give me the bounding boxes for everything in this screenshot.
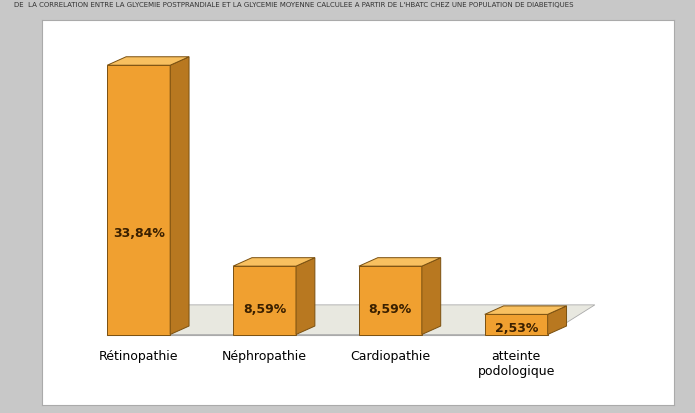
Text: atteinte
podologique: atteinte podologique (477, 349, 555, 377)
Text: 33,84%: 33,84% (113, 226, 165, 239)
Polygon shape (233, 266, 296, 335)
Text: 8,59%: 8,59% (369, 302, 412, 315)
Polygon shape (107, 66, 170, 335)
Polygon shape (484, 315, 548, 335)
Polygon shape (548, 306, 566, 335)
Text: Néphropathie: Néphropathie (222, 349, 307, 362)
Polygon shape (422, 258, 441, 335)
Polygon shape (484, 306, 566, 315)
Text: Rétinopathie: Rétinopathie (99, 349, 179, 362)
Polygon shape (107, 58, 189, 66)
Text: Cardiopathie: Cardiopathie (350, 349, 430, 362)
Text: DE  LA CORRELATION ENTRE LA GLYCEMIE POSTPRANDIALE ET LA GLYCEMIE MOYENNE CALCUL: DE LA CORRELATION ENTRE LA GLYCEMIE POST… (14, 2, 573, 8)
Polygon shape (107, 305, 595, 335)
Polygon shape (233, 258, 315, 266)
Polygon shape (359, 266, 422, 335)
Polygon shape (296, 258, 315, 335)
Text: 2,53%: 2,53% (495, 321, 538, 334)
Text: 8,59%: 8,59% (243, 302, 286, 315)
Polygon shape (170, 58, 189, 335)
Polygon shape (359, 258, 441, 266)
